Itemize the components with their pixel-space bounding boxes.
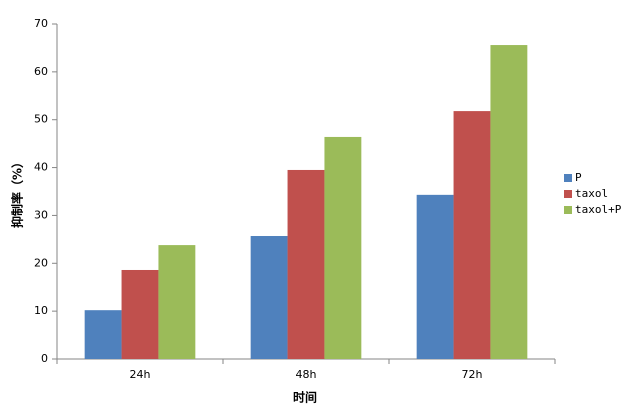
y-tick-label: 0 [41, 352, 48, 365]
y-tick-label: 30 [34, 208, 48, 221]
bar [416, 194, 454, 359]
x-tick-label: 24h [130, 368, 151, 381]
legend-label: taxol [575, 187, 608, 200]
y-tick-label: 20 [34, 256, 48, 269]
x-tick-label: 72h [462, 368, 483, 381]
y-axis-label: 抑制率（%） [10, 156, 25, 228]
y-tick-label: 40 [34, 161, 48, 174]
bar [250, 236, 288, 359]
bar [84, 310, 122, 359]
legend-swatch [564, 174, 572, 182]
x-tick-label: 48h [296, 368, 317, 381]
y-tick-label: 50 [34, 113, 48, 126]
y-tick-label: 70 [34, 17, 48, 30]
legend-label: taxol+P [575, 203, 622, 216]
x-axis-label: 时间 [293, 390, 317, 405]
y-tick-label: 60 [34, 65, 48, 78]
y-tick-label: 10 [34, 304, 48, 317]
legend-swatch [564, 190, 572, 198]
legend-label: P [575, 171, 582, 184]
bar [453, 111, 491, 359]
bar [324, 136, 362, 359]
bar [490, 45, 528, 360]
bar [287, 169, 325, 359]
bar [158, 245, 196, 359]
legend-swatch [564, 206, 572, 214]
bar [121, 269, 159, 359]
